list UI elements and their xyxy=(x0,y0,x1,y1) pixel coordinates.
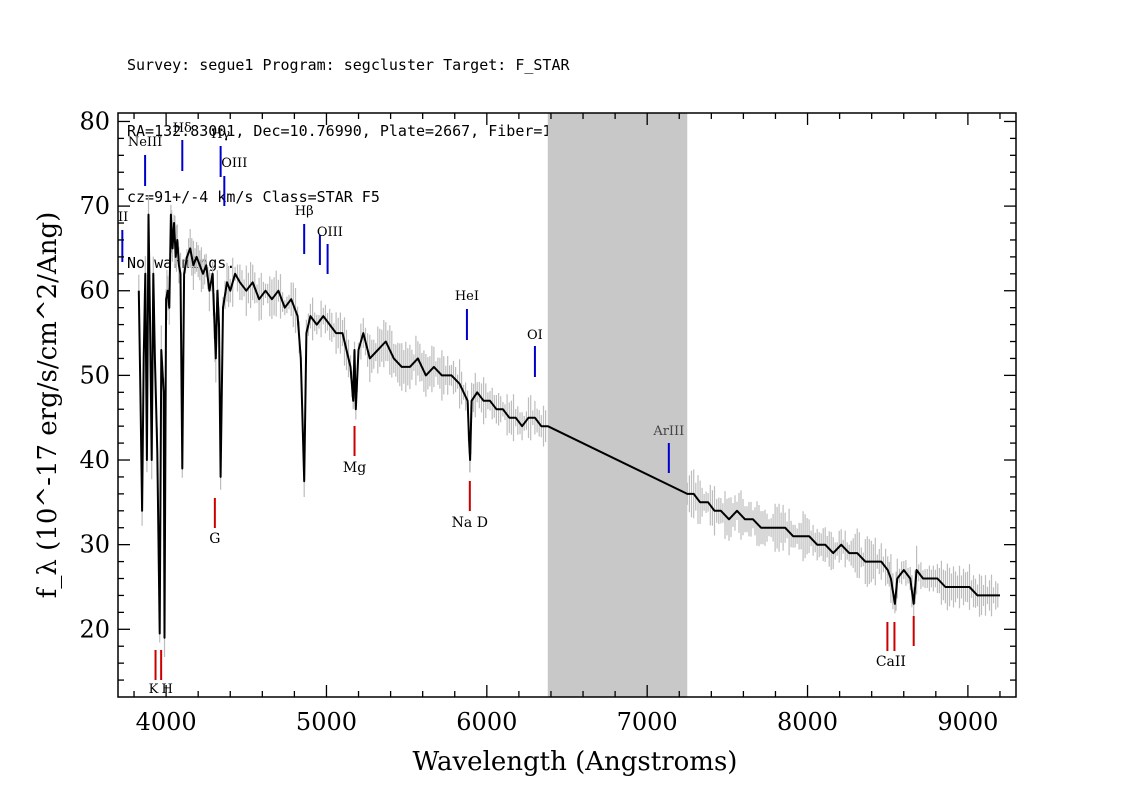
x-tick-label: 6000 xyxy=(456,708,517,736)
x-tick-label: 9000 xyxy=(937,708,998,736)
plot-frame xyxy=(117,112,1017,698)
x-tick-label: 5000 xyxy=(296,708,357,736)
absorption-line-label: G xyxy=(209,531,220,547)
emission-line-label: Hγ xyxy=(211,127,230,142)
emission-line-label: Hβ xyxy=(295,204,314,219)
header-redshift-line: cz=91+/-4 km/s Class=STAR F5 xyxy=(127,188,380,206)
masked-region xyxy=(547,113,688,697)
x-tick-label: 8000 xyxy=(777,708,838,736)
y-tick-label: 60 xyxy=(79,277,110,305)
emission-line-label: OIII xyxy=(221,156,247,171)
y-tick-label: 50 xyxy=(79,361,110,389)
x-axis-label: Wavelength (Angstroms) xyxy=(413,747,738,777)
x-tick-label: 7000 xyxy=(617,708,678,736)
y-tick-label: 70 xyxy=(79,192,110,220)
emission-line-label: II xyxy=(118,210,128,225)
emission-line-label: OI xyxy=(527,328,543,343)
y-axis-label: f_λ (10^-17 erg/s/cm^2/Ang) xyxy=(33,212,63,598)
emission-line-label: OIII xyxy=(317,225,343,240)
y-tick-label: 80 xyxy=(79,107,110,135)
flux-line xyxy=(137,213,1000,639)
y-tick-label: 20 xyxy=(79,615,110,643)
y-tick-label: 40 xyxy=(79,446,110,474)
absorption-line-label: H xyxy=(161,682,172,697)
emission-line-label: HeI xyxy=(455,289,479,304)
absorption-line-label: CaII xyxy=(876,654,906,670)
absorption-line-label: K xyxy=(149,682,159,697)
header-survey-line: Survey: segue1 Program: segcluster Targe… xyxy=(127,56,570,74)
absorption-line-label: Na D xyxy=(452,515,488,531)
emission-line-label: Hδ xyxy=(173,121,192,136)
y-tick-label: 30 xyxy=(79,531,110,559)
emission-line-label: ArIII xyxy=(652,424,684,439)
emission-line-label: NeIII xyxy=(128,135,162,150)
absorption-line-label: Mg xyxy=(343,460,366,476)
x-tick-label: 4000 xyxy=(136,708,197,736)
